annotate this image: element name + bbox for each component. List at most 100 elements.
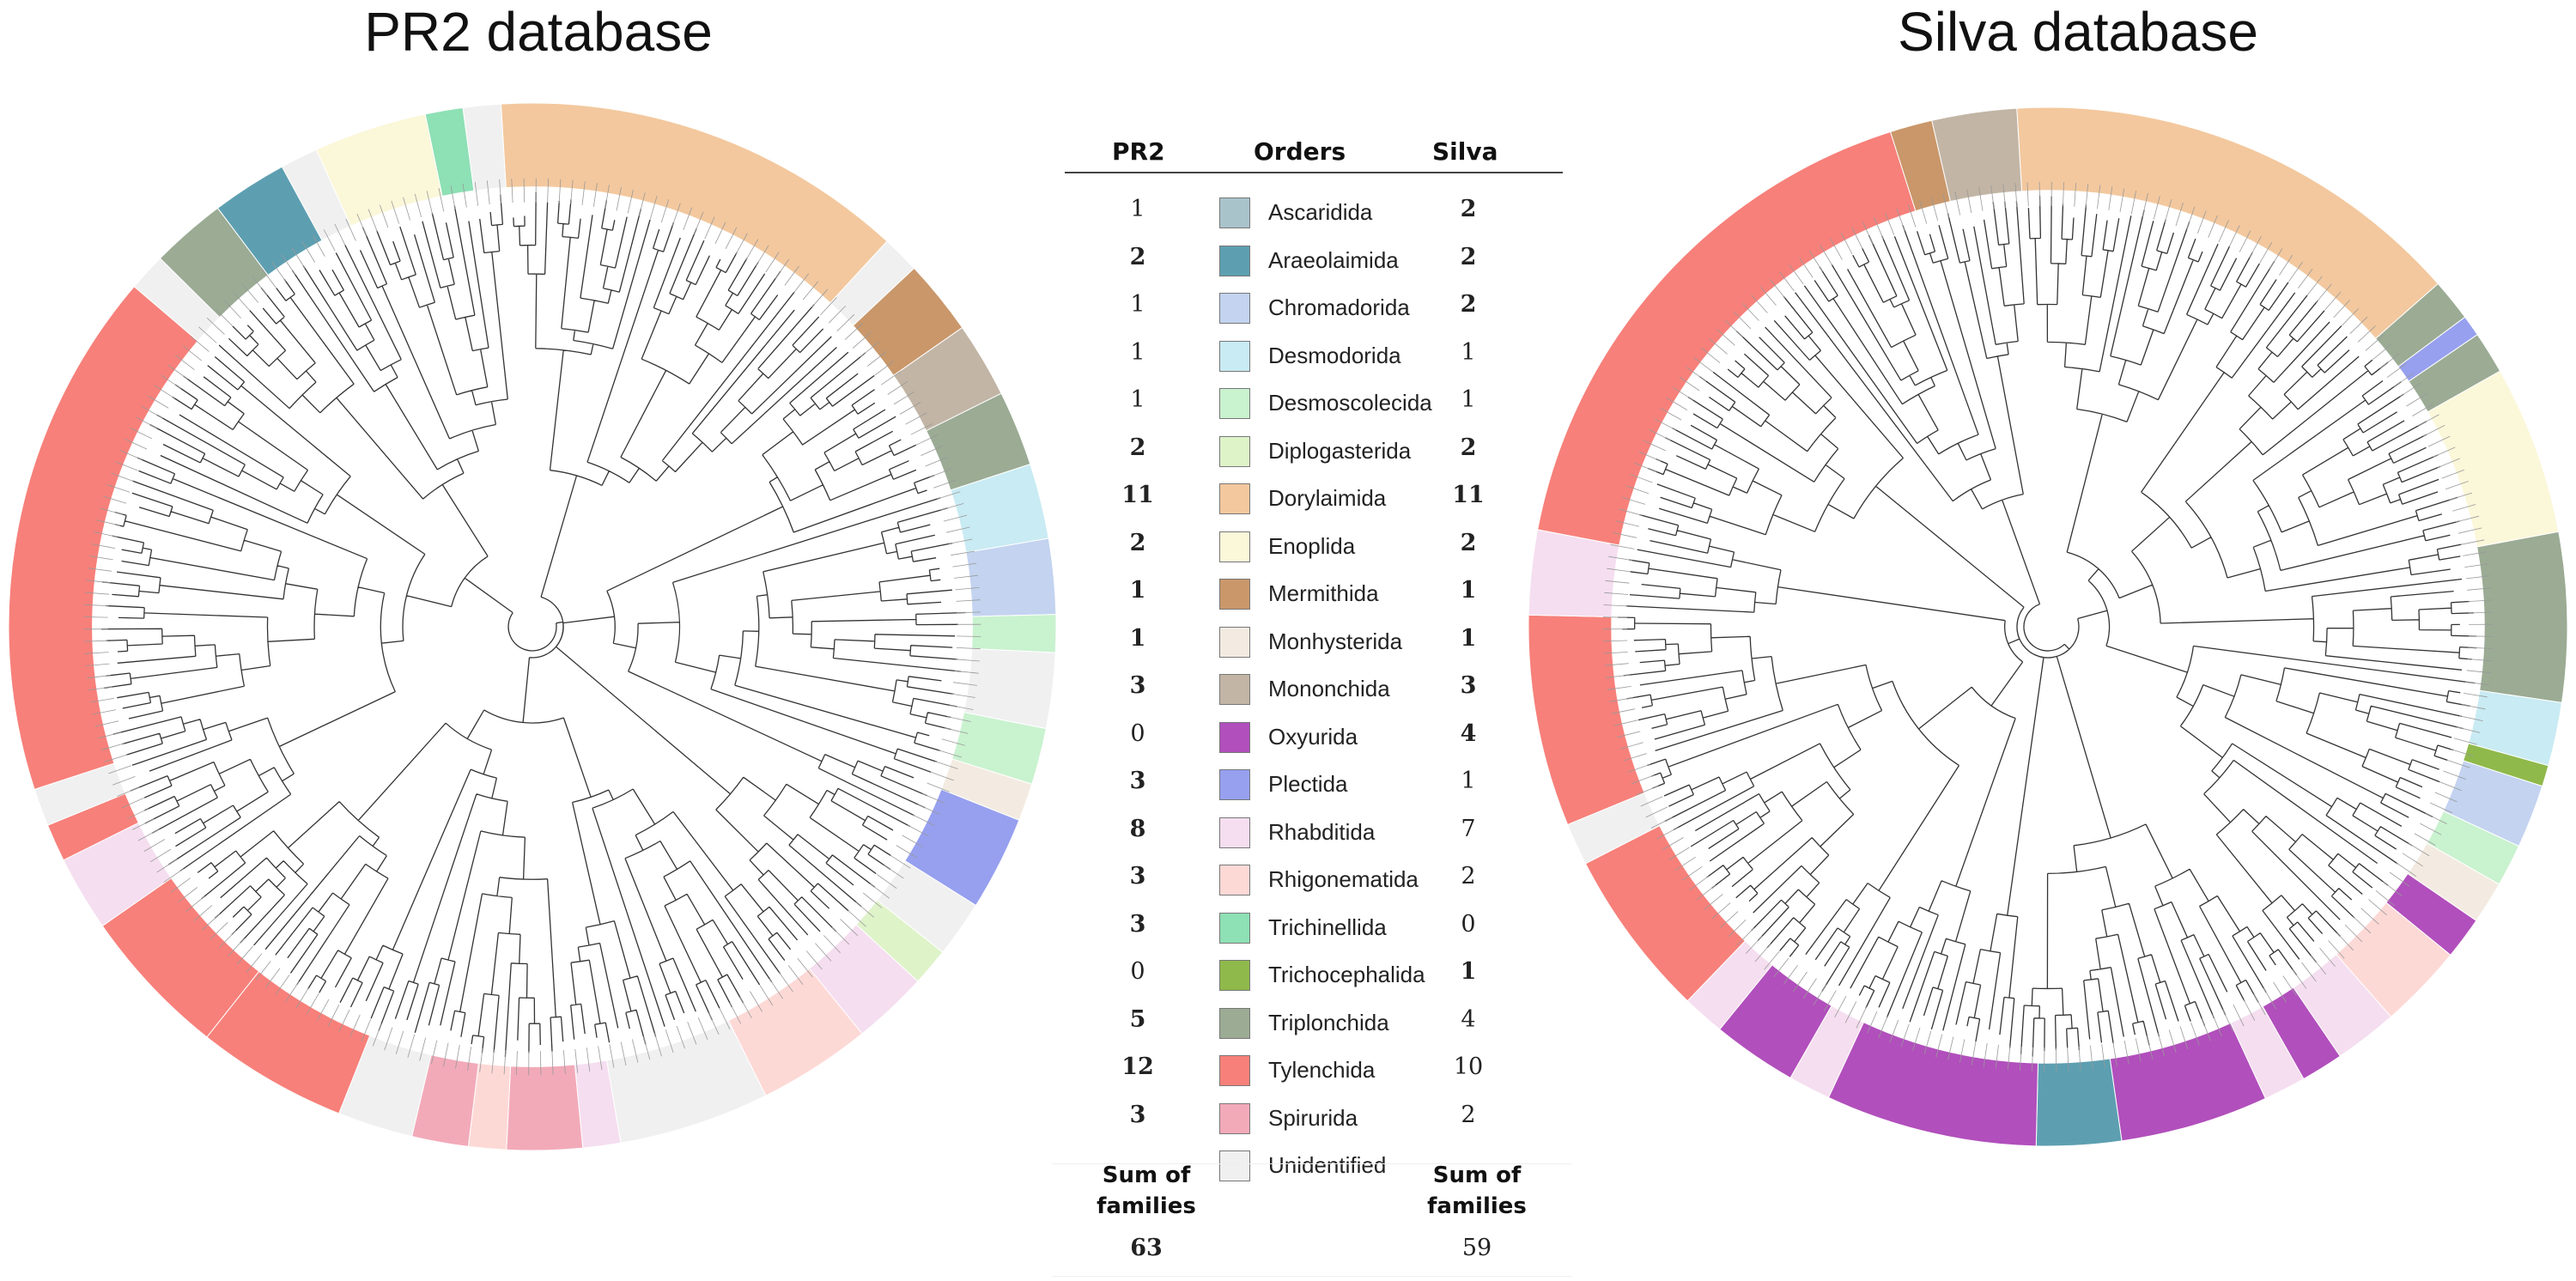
- legend-row-triplonchida: 5 Triplonchida 4: [1052, 998, 1567, 1045]
- sum-label-pr2: Sum of families: [1097, 1163, 1196, 1219]
- silva-family-count: 2: [1460, 291, 1477, 318]
- order-name: Oxyurida: [1268, 723, 1358, 750]
- pr2-family-count: 1: [1129, 577, 1146, 604]
- order-color-swatch: [1219, 579, 1250, 610]
- sum-label-silva: Sum of families: [1427, 1163, 1527, 1219]
- ring-segment-desmoscolecida: [971, 614, 1057, 653]
- pr2-family-count: 0: [1130, 958, 1145, 985]
- order-name: Diplogasterida: [1268, 437, 1412, 464]
- silva-family-count: 7: [1461, 815, 1476, 842]
- silva-family-count: 1: [1461, 768, 1476, 794]
- legend-row-spirurida: 3 Spirurida 2: [1052, 1093, 1567, 1140]
- legend-row-monhysterida: 1 Monhysterida 1: [1052, 616, 1567, 664]
- order-name: Trichinellida: [1268, 914, 1387, 940]
- legend-row-ascaridida: 1 Ascaridida 2: [1052, 187, 1567, 234]
- order-name: Rhabditida: [1268, 818, 1376, 845]
- order-color-swatch: [1219, 293, 1250, 324]
- legend-row-trichinellida: 3 Trichinellida 0: [1052, 902, 1567, 950]
- order-name: Enoplida: [1268, 532, 1356, 559]
- silva-family-count: 11: [1452, 482, 1485, 508]
- order-name: Tylenchida: [1268, 1057, 1376, 1083]
- order-name: Spirurida: [1268, 1104, 1358, 1131]
- pr2-family-count: 5: [1129, 1005, 1146, 1033]
- silva-family-count: 4: [1460, 719, 1477, 747]
- pr2-family-count: 1: [1130, 196, 1145, 222]
- ring-segment-spirurida: [506, 1064, 584, 1151]
- order-name: Mononchida: [1268, 676, 1390, 701]
- ring-segment-tylenchida: [8, 286, 199, 791]
- pr2-family-count: 3: [1129, 672, 1146, 699]
- silva-family-count: 1: [1461, 386, 1476, 413]
- order-color-swatch: [1219, 197, 1250, 228]
- legend-row-oxyurida: 0 Oxyurida 4: [1052, 712, 1567, 759]
- order-color-swatch: [1219, 245, 1250, 276]
- order-color-swatch: [1219, 721, 1250, 753]
- legend-row-mononchida: 3 Mononchida 3: [1052, 664, 1567, 711]
- legend-row-mermithida: 1 Mermithida 1: [1052, 568, 1567, 616]
- silva-family-count: 1: [1460, 577, 1477, 604]
- ring-segment-unidentified: [462, 103, 507, 191]
- legend-header-orders: Orders: [1254, 137, 1346, 166]
- legend-row-desmodorida: 1 Desmodorida 1: [1052, 331, 1567, 378]
- legend-row-trichocephalida: 0 Trichocephalida 1: [1052, 950, 1567, 997]
- leaf-ticks: [1602, 181, 2494, 1072]
- legend-header-pr2: PR2: [1112, 137, 1165, 166]
- ring-segment-triplonchida: [2476, 531, 2568, 703]
- order-color-swatch: [1219, 531, 1250, 562]
- order-color-swatch: [1219, 1150, 1250, 1181]
- order-name: Plectida: [1268, 771, 1348, 797]
- pr2-family-count: 0: [1130, 719, 1145, 747]
- order-name: Desmodorida: [1268, 342, 1401, 368]
- legend-row-diplogasterida: 2 Diplogasterida 2: [1052, 426, 1567, 473]
- order-name: Dorylaimida: [1268, 485, 1387, 511]
- order-ring: [1528, 106, 2568, 1147]
- pr2-family-count: 11: [1121, 482, 1154, 508]
- order-name: Mermithida: [1268, 580, 1379, 606]
- pr2-family-count: 8: [1129, 815, 1146, 842]
- legend-row-chromadorida: 1 Chromadorida 2: [1052, 282, 1567, 330]
- pr2-family-count: 3: [1129, 863, 1146, 889]
- order-color-swatch: [1219, 388, 1250, 419]
- order-name: Triplonchida: [1268, 1009, 1389, 1035]
- legend-row-araeolaimida: 2 Araeolaimida 2: [1052, 235, 1567, 282]
- legend-row-plectida: 3 Plectida 1: [1052, 759, 1567, 806]
- order-color-swatch: [1219, 865, 1250, 895]
- ring-segment-araeolaimida: [2035, 1058, 2123, 1147]
- pr2-family-count: 3: [1129, 768, 1146, 794]
- order-name: Araeolaimida: [1268, 246, 1399, 273]
- pr2-family-count: 12: [1121, 1053, 1154, 1080]
- order-name: Trichocephalida: [1268, 962, 1425, 987]
- pr2-family-count: 1: [1130, 291, 1145, 318]
- tree-branches: [83, 178, 981, 1076]
- order-name: Desmoscolecida: [1268, 390, 1432, 416]
- leaf-ticks: [83, 178, 981, 1076]
- order-name: Rhigonematida: [1268, 866, 1419, 892]
- order-color-swatch: [1219, 912, 1250, 944]
- order-color-swatch: [1219, 1102, 1250, 1134]
- silva-family-count: 2: [1460, 434, 1477, 461]
- tree-branches: [1602, 181, 2494, 1072]
- legend-row-rhigonematida: 3 Rhigonematida 2: [1052, 854, 1567, 902]
- order-ring: [8, 102, 1057, 1151]
- pr2-title: PR2 database: [364, 1, 713, 63]
- order-color-swatch: [1219, 674, 1250, 705]
- silva-family-count: 2: [1461, 863, 1476, 889]
- order-color-swatch: [1219, 769, 1250, 800]
- silva-family-count: 2: [1460, 529, 1477, 556]
- legend-row-tylenchida: 12 Tylenchida 10: [1052, 1045, 1567, 1092]
- silva-title: Silva database: [1898, 1, 2258, 63]
- pr2-family-count: 3: [1129, 910, 1146, 938]
- family-sums: Sum of families Sum of families 63 59: [1052, 1163, 1571, 1277]
- silva-family-count: 10: [1453, 1053, 1484, 1080]
- legend-row-enoplida: 2 Enoplida 2: [1052, 521, 1567, 568]
- ring-segment-chromadorida: [965, 537, 1057, 617]
- pr2-family-count: 3: [1129, 1101, 1146, 1128]
- order-color-swatch: [1219, 435, 1250, 467]
- order-color-swatch: [1219, 817, 1250, 848]
- tree-branch-paths: [101, 191, 966, 1057]
- ring-segment-oxyurida: [1827, 1021, 2038, 1147]
- pr2-family-count: 2: [1129, 434, 1146, 461]
- order-color-swatch: [1219, 483, 1250, 514]
- order-color-swatch: [1219, 626, 1250, 658]
- legend-row-rhabditida: 8 Rhabditida 7: [1052, 807, 1567, 854]
